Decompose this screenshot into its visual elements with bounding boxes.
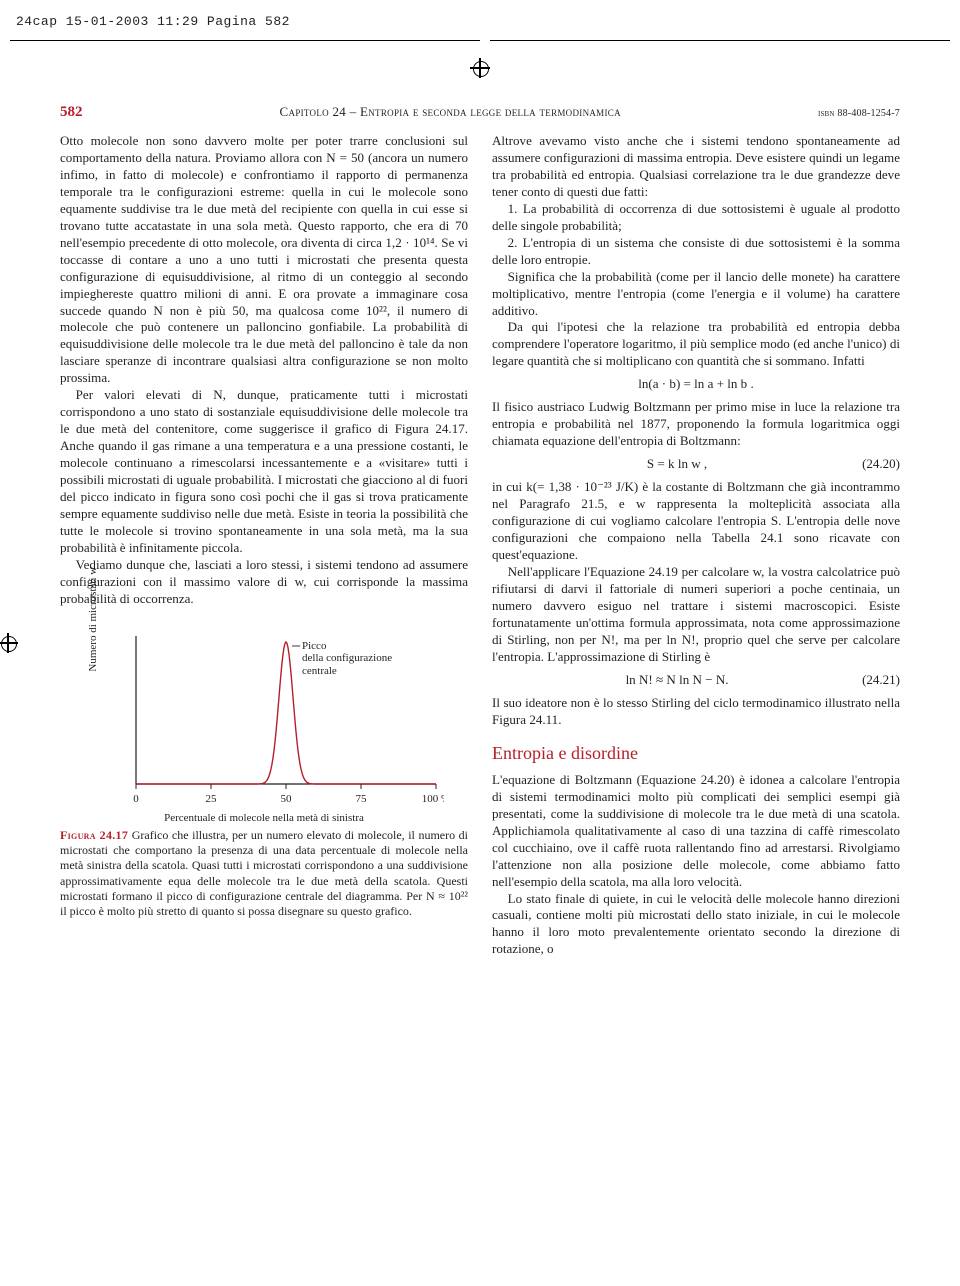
para: in cui k(= 1,38 · 10⁻²³ J/K) è la costan…: [492, 479, 900, 564]
equation-number: (24.21): [862, 672, 900, 689]
chart-svg: 0 25 50 75 100 %: [84, 624, 444, 824]
figure-caption: Figura 24.17 Grafico che illustra, per u…: [60, 828, 468, 920]
svg-text:25: 25: [206, 793, 218, 805]
para: Vediamo dunque che, lasciati a loro stes…: [60, 557, 468, 608]
body-columns: Otto molecole non sono davvero molte per…: [60, 133, 900, 1185]
page-number: 582: [60, 104, 83, 121]
figure-label: Figura 24.17: [60, 828, 128, 842]
para: Per valori elevati di N, dunque, pratica…: [60, 387, 468, 557]
print-slug: 24cap 15-01-2003 11:29 Pagina 582: [16, 14, 290, 29]
equation: ln(a · b) = ln a + ln b .: [492, 376, 900, 393]
equation: ln N! ≈ N ln N − N.: [492, 672, 862, 689]
crop-mark-top: [470, 58, 490, 78]
x-axis-label: Percentuale di molecole nella metà di si…: [84, 811, 444, 825]
slug-rule-right: [490, 40, 950, 41]
chart: Numero di microstati w Picco della confi…: [84, 624, 444, 824]
figure-24-17: Numero di microstati w Picco della confi…: [60, 624, 468, 920]
equation: S = k ln w ,: [492, 456, 862, 473]
list-item: 1. La probabilità di occorrenza di due s…: [492, 201, 900, 235]
chapter-title: Capitolo 24 – Entropia e seconda legge d…: [280, 104, 621, 120]
crop-mark-left: [0, 633, 18, 653]
svg-text:75: 75: [356, 793, 368, 805]
equation-row: S = k ln w , (24.20): [492, 456, 900, 473]
isbn: isbn 88-408-1254-7: [818, 108, 900, 119]
para: Da qui l'ipotesi che la relazione tra pr…: [492, 319, 900, 370]
running-head: 582 Capitolo 24 – Entropia e seconda leg…: [60, 104, 900, 121]
svg-text:0: 0: [133, 793, 139, 805]
para: Lo stato finale di quiete, in cui le vel…: [492, 891, 900, 959]
list-item: 2. L'entropia di un sistema che consiste…: [492, 235, 900, 269]
svg-text:100 %: 100 %: [422, 793, 444, 805]
para: Significa che la probabilità (come per i…: [492, 269, 900, 320]
page: 24cap 15-01-2003 11:29 Pagina 582 582 Ca…: [0, 0, 960, 1286]
para: Nell'applicare l'Equazione 24.19 per cal…: [492, 564, 900, 666]
equation-row: ln N! ≈ N ln N − N. (24.21): [492, 672, 900, 689]
para: Altrove avevamo visto anche che i sistem…: [492, 133, 900, 201]
svg-text:50: 50: [281, 793, 293, 805]
para: Il fisico austriaco Ludwig Boltzmann per…: [492, 399, 900, 450]
para: L'equazione di Boltzmann (Equazione 24.2…: [492, 772, 900, 891]
equation-number: (24.20): [862, 456, 900, 473]
para: Otto molecole non sono davvero molte per…: [60, 133, 468, 387]
slug-rule-left: [10, 40, 480, 41]
section-heading: Entropia e disordine: [492, 742, 900, 765]
para: Il suo ideatore non è lo stesso Stirling…: [492, 695, 900, 729]
